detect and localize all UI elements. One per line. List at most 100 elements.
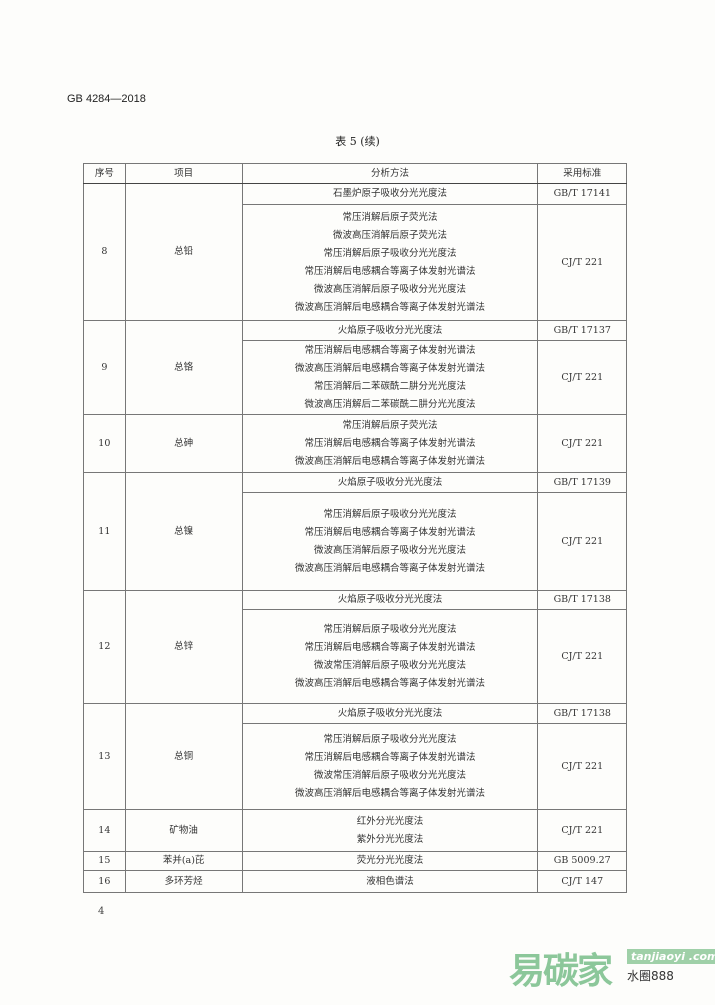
- column-header-item: 项目: [124, 163, 243, 184]
- row-number: 15: [83, 851, 126, 871]
- watermark-account: 水圈888: [627, 969, 674, 983]
- method-cell: 火焰原子吸收分光光度法: [241, 472, 539, 493]
- standard-cell: CJ/T 221: [537, 492, 627, 591]
- table-row: 9 总铬 火焰原子吸收分光光度法 GB/T 17137: [83, 320, 627, 415]
- standard-cell: GB/T 17138: [537, 703, 627, 724]
- method-line: 微波常压消解后原子吸收分光光度法: [314, 659, 467, 671]
- method-cell: 荧光分光光度法: [241, 851, 539, 871]
- method-cell: 火焰原子吸收分光光度法: [241, 320, 539, 341]
- page-number: 4: [98, 906, 105, 917]
- row-item: 多环芳烃: [124, 870, 243, 893]
- watermark: 易碳家 tanjiaoyi .com 水圈888: [505, 945, 715, 1005]
- row-number: 8: [83, 183, 126, 321]
- table-row: 常压消解后原子吸收分光光度法常压消解后电感耦合等离子体发射光谱法 微波常压消解后原…: [84, 609, 627, 704]
- standard-cell: CJ/T 221: [537, 204, 627, 321]
- row-item: 总铜: [124, 703, 243, 810]
- row-item: 苯并(a)芘: [124, 851, 243, 871]
- table-row: 13 总铜 火焰原子吸收分光光度法 GB/T 17138: [83, 703, 627, 810]
- table-row: 常压消解后原子吸收分光光度法常压消解后电感耦合等离子体发射光谱法 微波高压消解后原…: [84, 492, 627, 591]
- method-cell: 红外分光光度法 紫外分光光度法: [241, 809, 539, 852]
- method-line: 石墨炉原子吸收分光光度法: [333, 188, 448, 199]
- row-number: 11: [83, 472, 126, 591]
- table-row: 常压消解后原子吸收分光光度法常压消解后电感耦合等离子体发射光谱法 微波常压消解后原…: [84, 723, 627, 810]
- method-line: 常压消解后原子吸收分光光度法: [323, 623, 457, 635]
- standard-cell: GB/T 17141: [537, 183, 627, 205]
- method-line: 常压消解后电感耦合等离子体发射光谱法: [304, 344, 476, 356]
- method-line: 微波高压消解后电感耦合等离子体发射光谱法: [295, 677, 486, 689]
- method-cell: 常压消解后原子荧光法 微波高压消解后原子荧光法 常压消解后原子吸收分光光度法常压消解…: [241, 204, 539, 321]
- row-item: 总锌: [124, 590, 243, 704]
- analysis-methods-table: 序号 项目 分析方法 采用标准 8 总铅 石墨炉原子吸收分光光度法 GB/T 1714…: [83, 163, 627, 893]
- row-item: 总铬: [124, 320, 243, 415]
- method-line: 火焰原子吸收分光光度法: [337, 707, 443, 719]
- standard-cell: GB/T 17139: [537, 472, 627, 493]
- method-line: 常压消解后原子吸收分光光度法: [323, 733, 457, 745]
- table-row: 8 总铅 石墨炉原子吸收分光光度法 GB/T 17141: [83, 183, 627, 321]
- standard-number: GB 4284—2018: [67, 93, 146, 105]
- column-header-no: 序号: [83, 163, 126, 184]
- table-row: 常压消解后电感耦合等离子体发射光谱法 微波高压消解后电感耦合等离子体发射光谱法 常压…: [84, 340, 627, 415]
- table-row: 15 苯并(a)芘 荧光分光光度法 GB 5009.27: [83, 851, 627, 871]
- standard-cell: GB/T 17137: [537, 320, 627, 341]
- row-item: 矿物油: [124, 809, 243, 852]
- method-line: 微波高压消解后电感耦合等离子体发射光谱法: [295, 362, 486, 374]
- method-line: 常压消解后电感耦合等离子体发射光谱法: [304, 265, 476, 277]
- row-item: 总铅: [124, 183, 243, 321]
- table-row: 14 矿物油 红外分光光度法 紫外分光光度法 CJ/T 221: [83, 809, 627, 852]
- method-line: 火焰原子吸收分光光度法: [337, 476, 443, 488]
- method-line: 荧光分光光度法: [356, 855, 424, 866]
- method-line: 常压消解后二苯碳酰二肼分光光度法: [314, 380, 467, 392]
- method-line: 液相色谱法: [366, 875, 414, 887]
- method-cell: 常压消解后原子吸收分光光度法常压消解后电感耦合等离子体发射光谱法 微波常压消解后原…: [241, 609, 539, 704]
- watermark-site: tanjiaoyi .com: [627, 949, 715, 964]
- method-line: 常压消解后电感耦合等离子体发射光谱法: [304, 751, 476, 763]
- standard-cell: CJ/T 221: [537, 723, 627, 810]
- table-row: 10 总砷 常压消解后原子荧光法 常压消解后电感耦合等离子体发射光谱法 微波高压消解后电…: [83, 414, 627, 473]
- method-line: 微波高压消解后电感耦合等离子体发射光谱法: [295, 562, 486, 574]
- method-line: 红外分光光度法: [356, 815, 424, 827]
- method-line: 常压消解后原子荧光法: [342, 211, 438, 223]
- watermark-logo: 易碳家: [509, 951, 613, 992]
- table-row: 11 总镍 火焰原子吸收分光光度法 GB/T 17139: [83, 472, 627, 591]
- column-header-standard: 采用标准: [537, 163, 627, 184]
- table-caption: 表 5 (续): [335, 135, 380, 148]
- standard-cell: CJ/T 147: [537, 870, 627, 893]
- method-line: 微波高压消解后原子荧光法: [333, 229, 448, 241]
- method-line: 微波高压消解后二苯碳酰二肼分光光度法: [304, 398, 476, 410]
- standard-cell: CJ/T 221: [537, 809, 627, 852]
- method-cell: 火焰原子吸收分光光度法: [241, 703, 539, 724]
- standard-cell: CJ/T 221: [537, 340, 627, 415]
- method-line: 微波常压消解后原子吸收分光光度法: [314, 769, 467, 781]
- method-line: 常压消解后原子吸收分光光度法: [323, 247, 457, 259]
- method-line: 常压消解后电感耦合等离子体发射光谱法: [304, 437, 476, 449]
- method-cell: 常压消解后电感耦合等离子体发射光谱法 微波高压消解后电感耦合等离子体发射光谱法 常压…: [241, 340, 539, 415]
- table-row: 常压消解后原子荧光法 微波高压消解后原子荧光法 常压消解后原子吸收分光光度法常压消解…: [84, 204, 627, 321]
- column-header-method: 分析方法: [241, 163, 539, 184]
- method-line: 微波高压消解后电感耦合等离子体发射光谱法: [295, 301, 486, 313]
- method-line: 常压消解后电感耦合等离子体发射光谱法: [304, 526, 476, 538]
- row-number: 14: [83, 809, 126, 852]
- method-cell: 火焰原子吸收分光光度法: [241, 590, 539, 610]
- row-number: 12: [83, 590, 126, 704]
- standard-cell: GB/T 17138: [537, 590, 627, 610]
- method-cell: 液相色谱法: [241, 870, 539, 893]
- method-line: 常压消解后原子吸收分光光度法: [323, 508, 457, 520]
- row-number: 9: [83, 320, 126, 415]
- method-line: 微波高压消解后原子吸收分光光度法: [314, 544, 467, 556]
- method-cell: 常压消解后原子吸收分光光度法常压消解后电感耦合等离子体发射光谱法 微波高压消解后原…: [241, 492, 539, 591]
- table-row: 12 总锌 火焰原子吸收分光光度法 GB/T 17138: [83, 590, 627, 704]
- row-number: 10: [83, 414, 126, 473]
- method-line: 常压消解后电感耦合等离子体发射光谱法: [304, 641, 476, 653]
- method-cell: 常压消解后原子荧光法常压消解后电感耦合等离子体发射光谱法 微波高压消解后电感耦合等…: [241, 414, 539, 473]
- row-item: 总砷: [124, 414, 243, 473]
- method-line: 微波高压消解后电感耦合等离子体发射光谱法: [295, 787, 486, 799]
- standard-cell: CJ/T 221: [537, 414, 627, 473]
- row-number: 16: [83, 870, 126, 893]
- table-header-row: 序号 项目 分析方法 采用标准: [83, 163, 627, 184]
- method-line: 微波高压消解后电感耦合等离子体发射光谱法: [295, 455, 486, 467]
- method-cell: 常压消解后原子吸收分光光度法常压消解后电感耦合等离子体发射光谱法 微波常压消解后原…: [241, 723, 539, 810]
- standard-cell: GB 5009.27: [537, 851, 627, 871]
- method-line: 常压消解后原子荧光法: [342, 419, 438, 431]
- row-item: 总镍: [124, 472, 243, 591]
- method-line: 紫外分光光度法: [356, 833, 424, 845]
